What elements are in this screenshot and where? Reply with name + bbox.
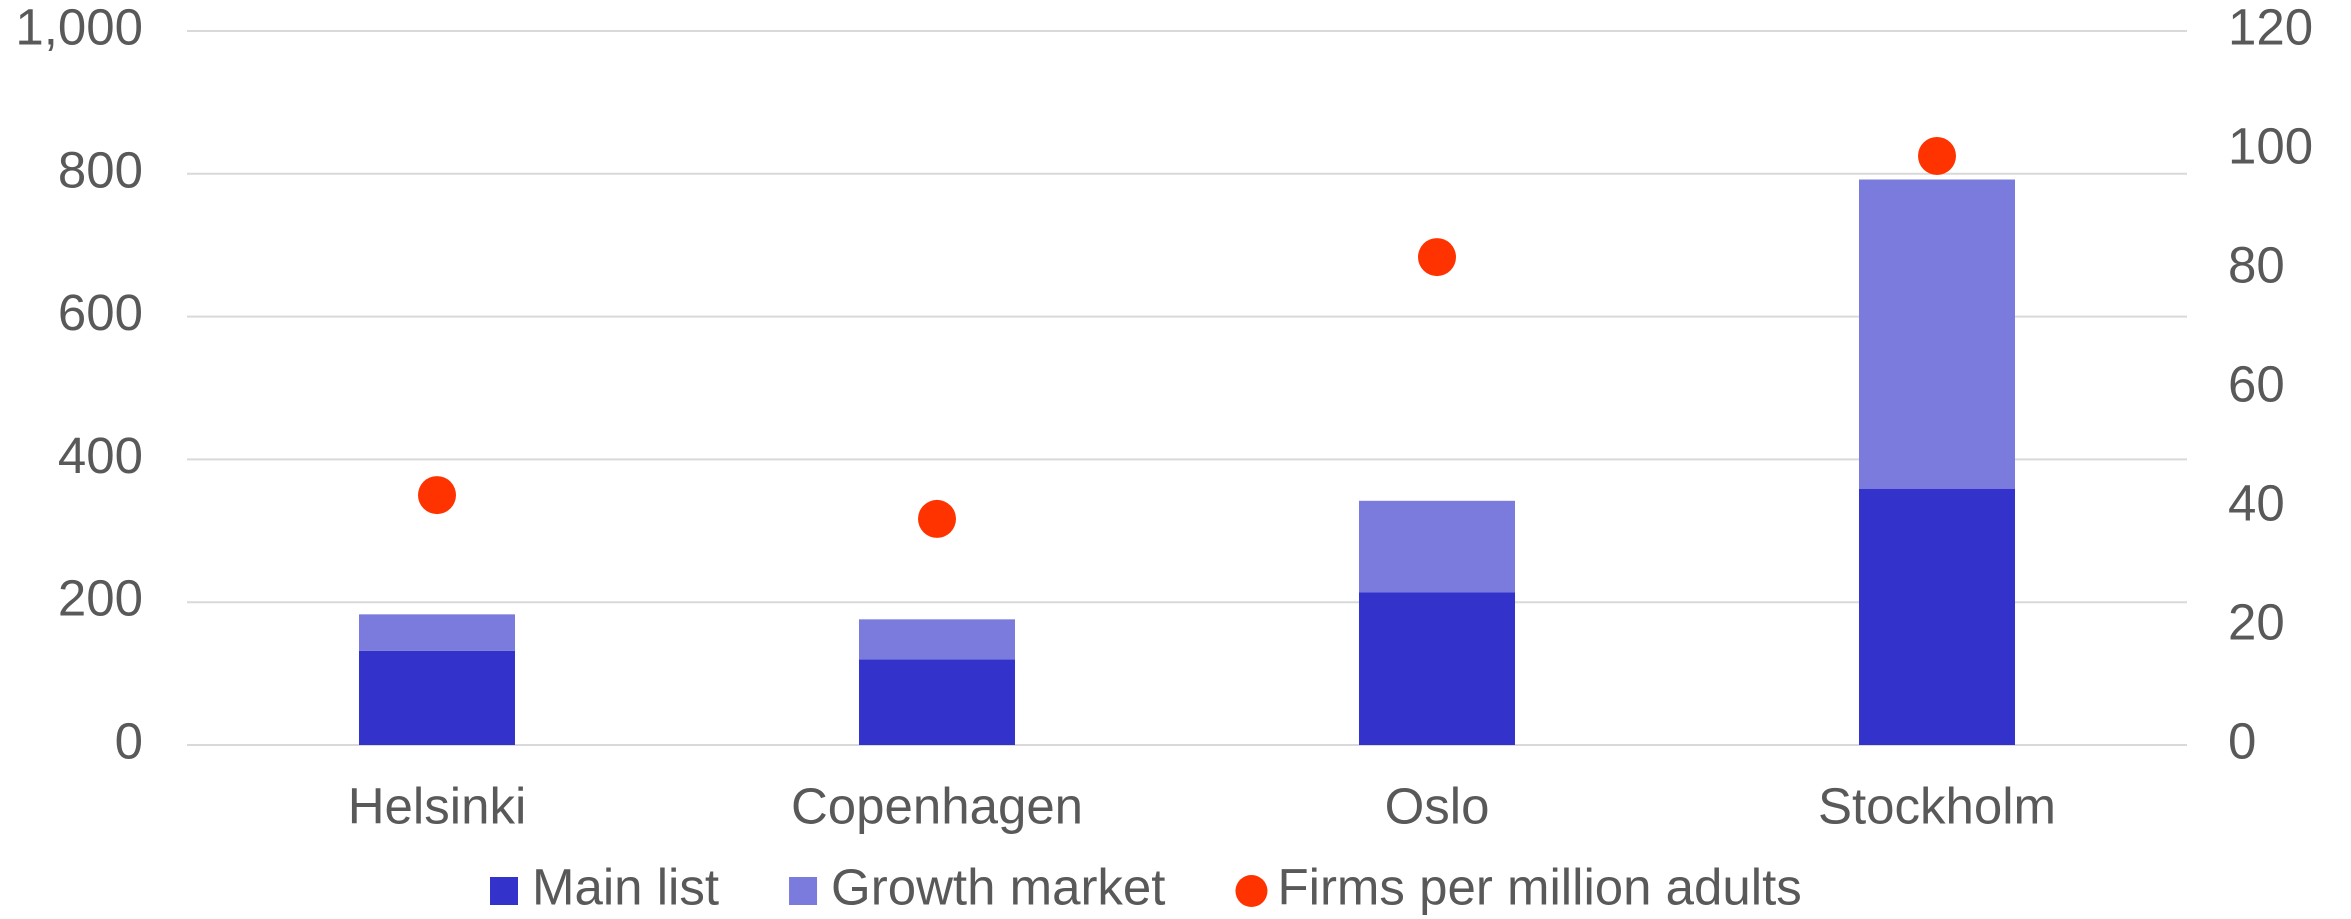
x-tick-label: Copenhagen bbox=[791, 777, 1083, 834]
dot bbox=[918, 499, 956, 538]
x-tick-label: Oslo bbox=[1385, 777, 1490, 834]
legend-marker bbox=[789, 877, 818, 905]
legend-marker bbox=[1235, 875, 1268, 907]
y-tick-label: 200 bbox=[58, 570, 143, 627]
y-tick-label: 1,000 bbox=[15, 0, 143, 55]
y2-tick-label: 80 bbox=[2228, 236, 2285, 293]
y2-tick-label: 120 bbox=[2228, 0, 2313, 55]
bar bbox=[1359, 500, 1515, 593]
y2-tick-label: 0 bbox=[2228, 712, 2256, 769]
y-tick-label: 0 bbox=[115, 712, 143, 769]
y2-tick-label: 40 bbox=[2228, 474, 2285, 531]
bar bbox=[359, 614, 515, 651]
y2-tick-label: 100 bbox=[2228, 117, 2313, 174]
y2-tick-label: 60 bbox=[2228, 355, 2285, 412]
bar bbox=[1859, 179, 2015, 489]
x-tick-label: Helsinki bbox=[348, 777, 527, 834]
dot bbox=[1918, 136, 1956, 175]
y2-tick-label: 20 bbox=[2228, 593, 2285, 650]
x-tick-label: Stockholm bbox=[1818, 777, 2056, 834]
bar bbox=[359, 650, 515, 745]
legend-label: Firms per million adults bbox=[1277, 858, 1801, 915]
legend-marker bbox=[490, 877, 518, 905]
legend-label: Growth market bbox=[831, 858, 1165, 915]
y-tick-label: 800 bbox=[58, 141, 143, 198]
bar bbox=[859, 659, 1015, 745]
bar bbox=[1359, 592, 1515, 745]
bar bbox=[1859, 488, 2015, 745]
y-tick-label: 600 bbox=[58, 284, 143, 341]
legend-label: Main list bbox=[532, 858, 719, 915]
y-tick-label: 400 bbox=[58, 427, 143, 484]
dot bbox=[418, 476, 456, 515]
dot bbox=[1418, 238, 1456, 277]
bar bbox=[859, 619, 1015, 660]
